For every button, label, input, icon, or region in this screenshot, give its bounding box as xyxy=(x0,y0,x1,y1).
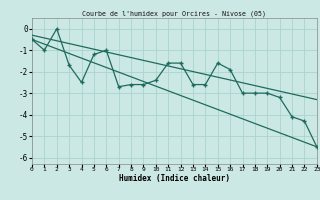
Title: Courbe de l'humidex pour Orcires - Nivose (05): Courbe de l'humidex pour Orcires - Nivos… xyxy=(83,10,266,17)
X-axis label: Humidex (Indice chaleur): Humidex (Indice chaleur) xyxy=(119,174,230,183)
